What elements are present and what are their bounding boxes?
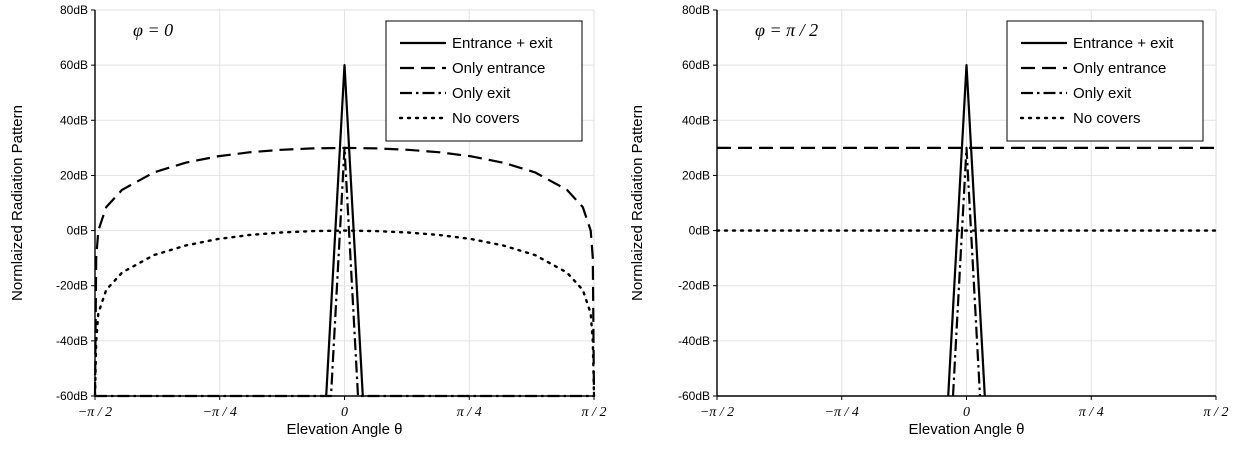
legend-entry: Only exit	[1073, 85, 1132, 102]
x-tick-label: π / 2	[582, 405, 607, 420]
y-tick-label: 0dB	[689, 224, 710, 238]
y-tick-label: 20dB	[60, 168, 88, 182]
y-tick-label: -20dB	[56, 279, 88, 293]
x-tick-label: 0	[341, 405, 348, 420]
x-tick-label: −π / 4	[825, 405, 859, 420]
legend-entry: Only entrance	[452, 60, 545, 77]
legend-entry: Entrance + exit	[1073, 35, 1174, 52]
y-tick-label: 0dB	[67, 224, 88, 238]
x-tick-label: π / 4	[457, 405, 482, 420]
y-tick-label: -40dB	[56, 334, 88, 348]
legend-entry: No covers	[452, 110, 520, 127]
legend-entry: Only entrance	[1073, 60, 1166, 77]
legend-box	[385, 20, 583, 142]
y-tick-label: 80dB	[60, 3, 88, 17]
x-tick-label: −π / 2	[700, 405, 734, 420]
legend-entry: Only exit	[452, 85, 511, 102]
legend: Entrance + exit Only entrance Only exit No …	[1006, 20, 1204, 142]
chart-panel-2: -60dB -40dB -20dB 0dB 20dB 40dB 60dB 80dB −π / 2…	[629, 3, 1228, 438]
y-tick-label: 80dB	[682, 3, 710, 17]
y-tick-label: -60dB	[56, 389, 88, 403]
x-tick-label: −π / 2	[78, 405, 112, 420]
phi-annotation: φ = π / 2	[755, 20, 818, 40]
x-tick-label: π / 2	[1204, 405, 1229, 420]
y-axis-title: Normlaized Radiation Pattern	[629, 105, 646, 301]
legend-entry: No covers	[1073, 110, 1141, 127]
y-tick-label: 40dB	[60, 113, 88, 127]
y-tick-label: 40dB	[682, 113, 710, 127]
y-axis-title: Normlaized Radiation Pattern	[9, 105, 26, 301]
legend-box	[1006, 20, 1204, 142]
y-tick-label: -20dB	[678, 279, 710, 293]
x-axis-title: Elevation Angle θ	[287, 421, 403, 438]
legend: Entrance + exit Only entrance Only exit No …	[385, 20, 583, 142]
series-line-no-covers	[93, 229, 596, 398]
x-tick-label: −π / 4	[203, 405, 237, 420]
series-line-only-exit	[951, 146, 982, 397]
x-tick-label: π / 4	[1079, 405, 1104, 420]
legend-entry: Entrance + exit	[452, 35, 553, 52]
phi-annotation: φ = 0	[133, 20, 173, 40]
y-tick-label: -60dB	[678, 389, 710, 403]
series-line-entrance-exit	[947, 63, 986, 397]
y-tick-label: -40dB	[678, 334, 710, 348]
y-tick-label: 20dB	[682, 168, 710, 182]
x-tick-label: 0	[963, 405, 970, 420]
chart-panel-1: -60dB -40dB -20dB 0dB 20dB 40dB 60dB 80dB −π / 2…	[9, 3, 606, 438]
y-tick-label: 60dB	[60, 58, 88, 72]
x-axis-title: Elevation Angle θ	[909, 421, 1025, 438]
y-tick-label: 60dB	[682, 58, 710, 72]
series-line-entrance-exit	[325, 63, 364, 397]
